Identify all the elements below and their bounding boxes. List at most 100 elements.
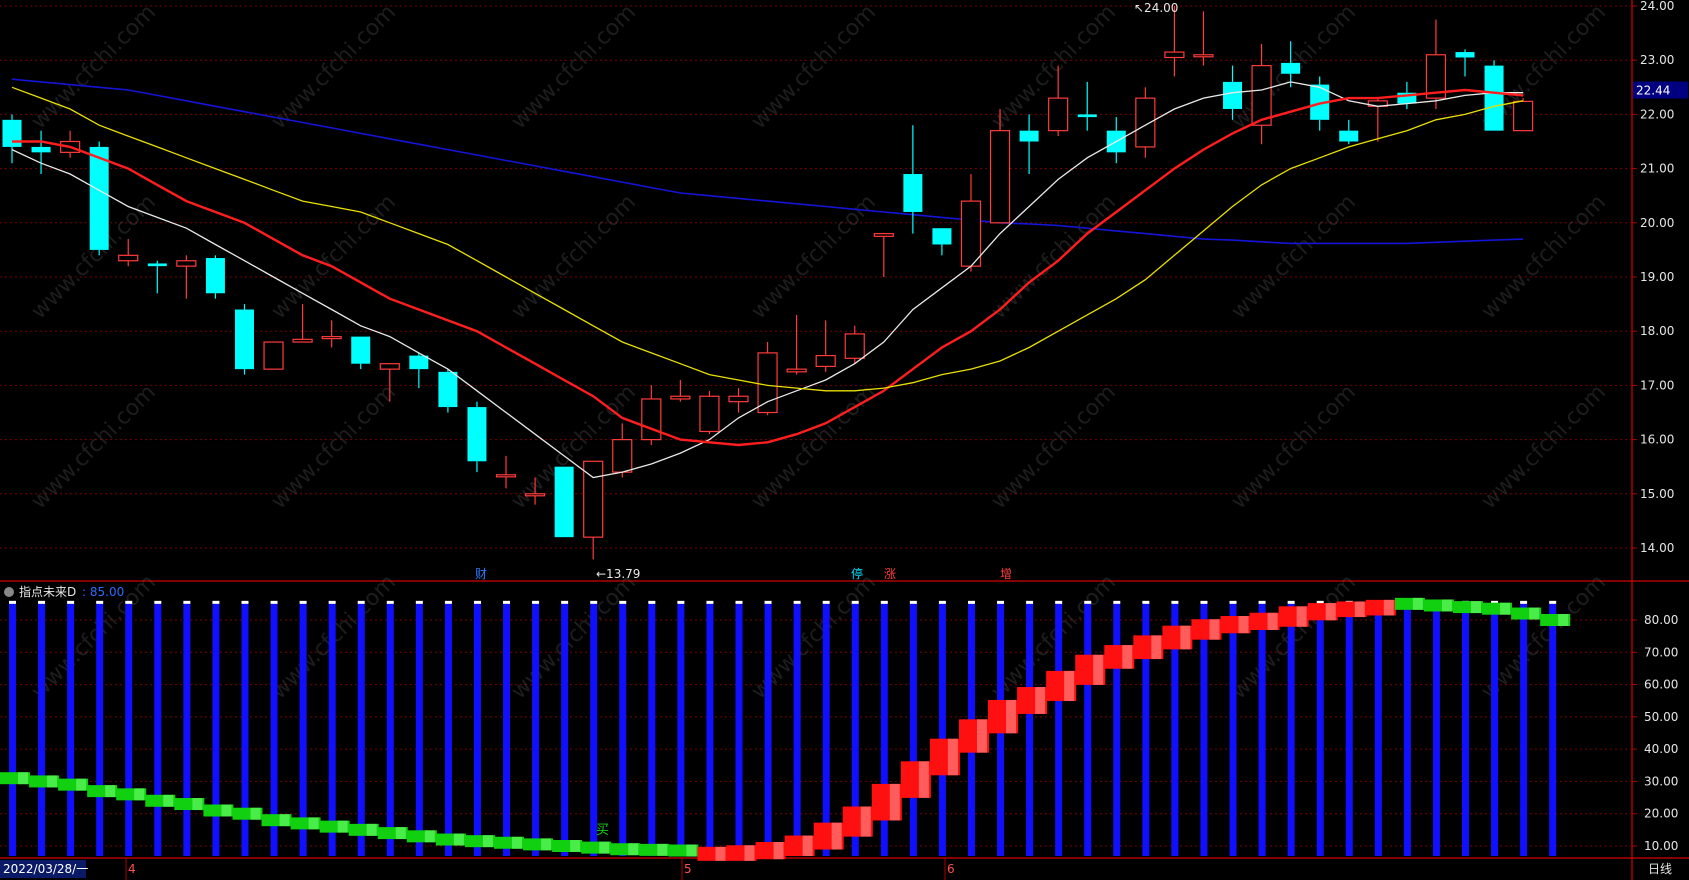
candle-body-up — [1193, 54, 1214, 58]
indicator-step-highlight — [1383, 599, 1394, 616]
candle — [1251, 43, 1272, 145]
candle-body-down — [351, 336, 371, 364]
indicator-step-highlight — [105, 785, 116, 798]
indicator-bar-cap — [1026, 600, 1034, 604]
price-axis: 14.00 15.00 16.00 17.00 18.00 19.00 20.00 21.00… — [1632, 0, 1678, 853]
indicator-step-highlight — [337, 820, 348, 833]
price-tick-label: 18.00 — [1640, 324, 1674, 338]
candle-body-down — [932, 228, 952, 245]
indicator-bar — [677, 603, 685, 856]
indicator-bar-cap — [1491, 600, 1499, 604]
price-tick-label: 14.00 — [1640, 541, 1674, 555]
candle — [409, 352, 429, 389]
indicator-bar — [1229, 603, 1237, 856]
price-tick-label: 22.00 — [1640, 107, 1674, 121]
candle — [292, 304, 313, 343]
indicator-bar — [764, 603, 772, 856]
indicator-bar — [1026, 603, 1034, 856]
indicator-bar-cap — [1287, 600, 1295, 604]
indicator-step-highlight — [686, 844, 697, 857]
price-tag-bg — [1633, 81, 1688, 99]
indicator-step-highlight — [1296, 606, 1307, 627]
event-marker: 增 — [1000, 567, 1012, 581]
buy-signal: 买 — [596, 823, 609, 838]
indicator-panel — [0, 597, 1571, 861]
indicator-tick-label: 80.00 — [1644, 613, 1678, 627]
indicator-step-highlight — [570, 840, 581, 852]
candle — [1339, 119, 1359, 145]
indicator-step-highlight — [18, 772, 28, 785]
indicator-bar — [880, 603, 888, 856]
indicator-tick-label: 60.00 — [1644, 678, 1678, 692]
indicator-bar-cap — [648, 600, 656, 604]
indicator-bar — [1462, 603, 1469, 856]
indicator-step-highlight — [1412, 597, 1423, 610]
indicator-step-highlight — [976, 719, 987, 753]
candle — [815, 320, 836, 372]
indicator-bar-cap — [997, 600, 1005, 604]
indicator-name: 指点未来D — [19, 584, 76, 599]
indicator-bar — [154, 603, 162, 856]
indicator-tick-label: 40.00 — [1644, 742, 1678, 756]
candle — [699, 390, 720, 435]
indicator-bar — [9, 603, 16, 856]
candle-body-down — [234, 309, 254, 370]
price-tick-label: 19.00 — [1640, 270, 1674, 284]
indicator-step-highlight — [279, 814, 290, 827]
indicator-bar-cap — [967, 600, 975, 604]
candle — [321, 320, 342, 348]
indicator-step-highlight — [831, 822, 842, 850]
candle — [524, 477, 546, 505]
candle — [351, 336, 371, 370]
indicator-step-highlight — [889, 783, 900, 821]
candle-body-down — [467, 407, 487, 462]
candle — [583, 460, 604, 560]
ma20-line — [11, 86, 1524, 392]
candle — [873, 233, 894, 277]
indicator-bar — [561, 603, 569, 856]
indicator-step-highlight — [744, 845, 755, 861]
indicator-bar — [1403, 603, 1411, 856]
candle-body-down — [1077, 114, 1097, 118]
indicator-bar-cap — [9, 600, 16, 604]
date-label-bg — [0, 860, 86, 878]
indicator-bar-cap — [241, 600, 249, 604]
indicator-step-highlight — [1006, 699, 1017, 734]
indicator-bar-cap — [909, 600, 917, 604]
price-tick-label: 23.00 — [1640, 53, 1674, 67]
candle-body-up — [118, 254, 139, 262]
indicator-step-highlight — [308, 817, 319, 830]
indicator-bar — [299, 603, 307, 856]
period-label: 日线 — [1648, 862, 1672, 876]
candle — [960, 174, 982, 272]
candle — [1455, 49, 1475, 77]
indicator-bar — [1200, 603, 1208, 856]
candle-body-up — [176, 260, 197, 267]
indicator-bar — [270, 603, 278, 856]
indicator-step-highlight — [453, 833, 464, 846]
candle-body-up — [1135, 97, 1156, 148]
high-annotation: ↖24.00 — [1134, 1, 1178, 15]
indicator-bar — [1345, 603, 1353, 856]
candle-body-down — [903, 174, 923, 212]
indicator-bar-cap — [619, 600, 627, 604]
indicator-bar — [38, 603, 46, 856]
candle-body-down — [409, 355, 429, 370]
indicator-bar-cap — [38, 600, 46, 604]
candle — [1077, 81, 1097, 131]
indicator-bar-cap — [1549, 600, 1557, 604]
candle — [1310, 76, 1330, 131]
indicator-bar-cap — [677, 600, 685, 604]
indicator-bar — [1432, 603, 1440, 856]
indicator-bar — [503, 603, 511, 856]
candle — [728, 388, 749, 413]
indicator-step-highlight — [599, 841, 610, 854]
candle — [786, 314, 807, 375]
candle — [176, 255, 197, 299]
candle-body-up — [757, 352, 778, 414]
indicator-bar-cap — [1055, 600, 1063, 604]
indicator-step-highlight — [773, 842, 784, 860]
indicator-step-highlight — [512, 836, 523, 849]
